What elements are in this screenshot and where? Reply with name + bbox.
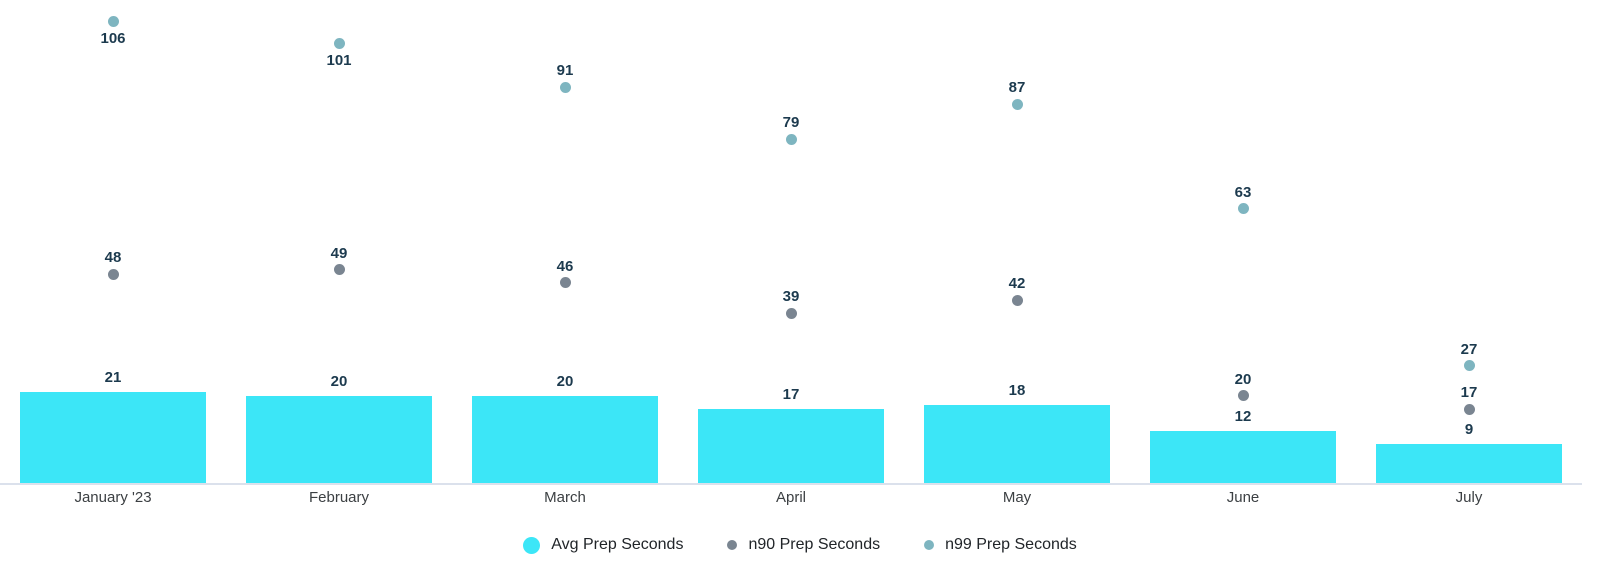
value-label: 17 [782,386,800,404]
legend-label: n99 Prep Seconds [945,536,1077,553]
x-tick-label: April [775,489,807,506]
value-label: 27 [1460,340,1478,358]
value-label: 42 [1008,275,1026,293]
bar-May[interactable] [924,404,1110,483]
value-label: 49 [330,244,348,262]
value-label: 20 [330,372,348,390]
value-label: 46 [556,257,574,275]
n99-dot-January '23[interactable] [107,16,119,28]
value-label: 9 [1464,420,1474,438]
n90-prep-seconds-swatch-icon [727,540,738,550]
bar-July[interactable] [1376,443,1562,483]
legend-item-avg-prep-seconds[interactable]: Avg Prep Seconds [523,535,683,555]
plot-area: 21 48 106 20 49 101 20 46 91 17 39 79 18 42 87 12 20 63 9 1… [20,16,1562,483]
x-tick-label: March [544,489,586,506]
value-label: 101 [326,51,352,69]
value-label: 106 [100,29,126,47]
x-axis-line [0,483,1582,485]
bar-March[interactable] [472,395,658,483]
n90-dot-February[interactable] [333,264,345,276]
value-label: 20 [556,372,574,390]
x-axis-labels: January '23 February March April May June July [0,489,1582,509]
n90-dot-March[interactable] [559,277,571,289]
legend-item-n99-prep-seconds[interactable]: n99 Prep Seconds [924,535,1077,555]
value-label: 87 [1008,79,1026,97]
x-tick-label: May [1002,489,1032,506]
value-label: 20 [1234,370,1252,388]
n99-dot-March[interactable] [559,81,571,93]
avg-prep-seconds-swatch-icon [523,536,541,554]
legend-item-n90-prep-seconds[interactable]: n90 Prep Seconds [727,535,880,555]
value-label: 17 [1460,384,1478,402]
value-label: 79 [782,114,800,132]
value-label: 63 [1234,183,1252,201]
bar-January '23[interactable] [20,391,206,483]
value-label: 48 [104,249,122,267]
n90-dot-May[interactable] [1011,294,1023,306]
bar-June[interactable] [1150,430,1336,483]
x-tick-label: February [308,489,370,506]
n99-dot-July[interactable] [1463,360,1475,371]
value-label: 18 [1008,381,1026,399]
value-label: 12 [1234,407,1252,425]
n99-dot-May[interactable] [1011,98,1023,110]
n90-dot-July[interactable] [1463,403,1475,415]
value-label: 91 [556,62,574,80]
value-label: 39 [782,288,800,306]
n99-dot-April[interactable] [785,133,797,145]
value-label: 21 [104,368,122,386]
n99-dot-June[interactable] [1237,203,1249,215]
n90-dot-January '23[interactable] [107,268,119,280]
n99-dot-February[interactable] [333,38,345,49]
n90-dot-April[interactable] [785,307,797,319]
x-tick-label: June [1226,489,1260,506]
n90-dot-June[interactable] [1237,390,1249,402]
bar-April[interactable] [698,409,884,483]
legend-label: Avg Prep Seconds [551,536,684,553]
n99-prep-seconds-swatch-icon [924,540,935,550]
bar-February[interactable] [246,395,432,483]
legend: Avg Prep Seconds n90 Prep Seconds n99 Pr… [0,533,1600,557]
legend-label: n90 Prep Seconds [748,536,881,553]
x-tick-label: July [1455,489,1483,506]
x-tick-label: January '23 [74,489,152,506]
